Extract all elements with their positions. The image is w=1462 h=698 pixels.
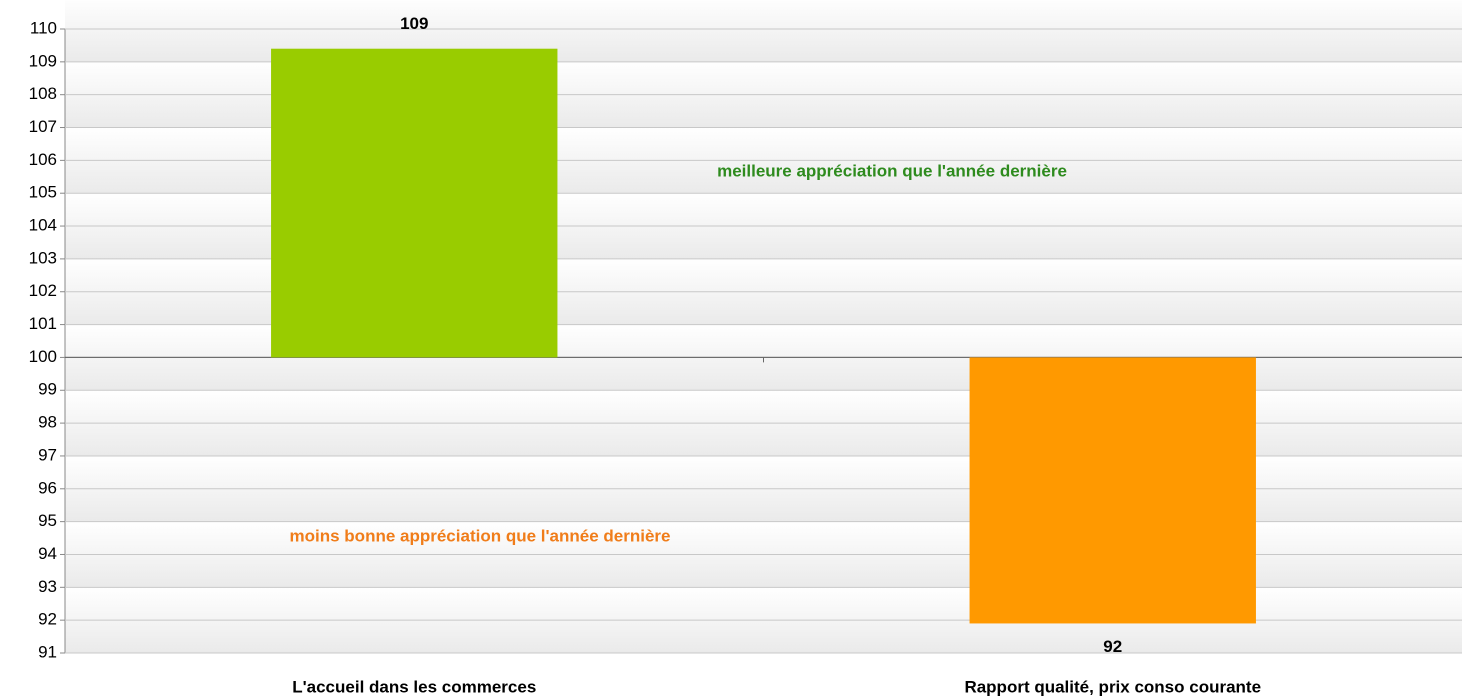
y-tick-label: 106 — [29, 150, 57, 169]
y-tick-label: 97 — [38, 445, 57, 464]
bar — [969, 357, 1256, 624]
x-tick-label: Rapport qualité, prix conso courante — [964, 677, 1261, 696]
x-tick-label: L'accueil dans les commerces — [292, 677, 536, 696]
y-tick-label: 102 — [29, 281, 57, 300]
y-tick-label: 93 — [38, 577, 57, 596]
value-label: 109 — [400, 14, 428, 33]
y-tick-label: 105 — [29, 183, 57, 202]
y-tick-label: 98 — [38, 413, 57, 432]
y-tick-label: 100 — [29, 347, 57, 366]
y-tick-label: 95 — [38, 511, 57, 530]
y-tick-label: 103 — [29, 248, 57, 267]
y-tick-label: 94 — [38, 544, 57, 563]
y-tick-label: 108 — [29, 84, 57, 103]
y-tick-label: 101 — [29, 314, 57, 333]
value-label: 92 — [1103, 637, 1122, 656]
y-tick-label: 110 — [30, 18, 57, 37]
annotation: moins bonne appréciation que l'année der… — [290, 526, 671, 545]
y-tick-label: 91 — [38, 642, 57, 661]
y-tick-label: 99 — [38, 380, 57, 399]
annotation: meilleure appréciation que l'année derni… — [717, 161, 1067, 180]
y-tick-label: 104 — [29, 216, 57, 235]
y-tick-label: 92 — [38, 610, 57, 629]
bar — [271, 48, 558, 358]
y-tick-label: 107 — [29, 117, 57, 136]
y-tick-label: 109 — [29, 51, 57, 70]
y-tick-label: 96 — [38, 478, 57, 497]
